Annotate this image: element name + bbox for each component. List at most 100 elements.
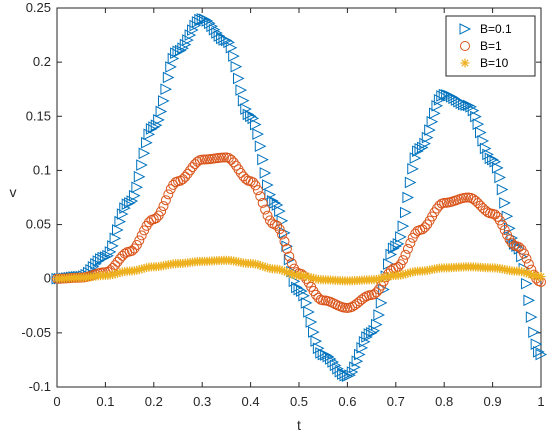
data-point [535, 348, 548, 361]
legend-marker [460, 41, 470, 51]
data-point [407, 163, 419, 175]
data-point [399, 206, 412, 219]
data-point [525, 311, 538, 323]
data-point [160, 83, 173, 96]
data-point [286, 258, 297, 269]
data-point [305, 316, 318, 328]
data-point [419, 222, 430, 233]
data-point [514, 242, 525, 253]
data-point [298, 289, 310, 302]
series-triangle-right [51, 13, 548, 382]
data-point [165, 61, 177, 73]
data-point [262, 179, 274, 191]
legend: B=0.1 B=1 B=10 [445, 15, 536, 77]
data-point [395, 231, 407, 243]
data-point [303, 306, 315, 318]
data-point [274, 224, 285, 235]
data-point [283, 253, 296, 266]
data-point [248, 177, 259, 188]
data-point [235, 84, 248, 96]
data-point [482, 207, 493, 218]
data-point [281, 240, 294, 253]
y-tick-label: -0.05 [21, 325, 51, 340]
data-point [426, 115, 439, 128]
x-tick-label: 0.4 [242, 394, 260, 409]
data-point [223, 36, 235, 49]
data-point [310, 335, 323, 347]
data-point [114, 215, 127, 228]
data-point [126, 195, 139, 207]
data-point [112, 224, 124, 236]
data-point [262, 210, 273, 221]
x-tick-label: 0.5 [290, 394, 308, 409]
data-point [492, 211, 503, 222]
data-point [182, 168, 193, 179]
x-tick-label: 0.1 [96, 394, 114, 409]
legend-marker [459, 23, 472, 35]
data-point [179, 38, 192, 51]
data-point [477, 135, 490, 147]
data-point [400, 249, 411, 260]
data-point [536, 272, 546, 282]
data-point [404, 176, 417, 189]
data-point [277, 229, 288, 240]
data-point [255, 191, 266, 202]
data-point [429, 107, 441, 120]
x-tick-label: 0.9 [484, 394, 502, 409]
data-point [402, 191, 415, 204]
data-point [228, 50, 240, 62]
data-point [366, 327, 378, 339]
data-point [226, 154, 237, 165]
data-point [371, 287, 382, 298]
x-tick-label: 0.8 [435, 394, 453, 409]
data-point [180, 171, 191, 182]
x-tick-label: 0 [53, 394, 60, 409]
data-point [141, 136, 153, 149]
data-point [107, 240, 119, 252]
data-point [504, 234, 515, 245]
data-point [520, 277, 533, 290]
data-point [409, 152, 422, 164]
data-point [254, 140, 267, 153]
data-point [249, 118, 262, 131]
data-point [295, 285, 308, 297]
data-point [521, 253, 532, 264]
data-point [136, 230, 147, 241]
legend-label: B=10 [480, 56, 509, 70]
data-point [163, 189, 174, 200]
data-point [155, 105, 168, 118]
data-point [162, 71, 175, 84]
data-point [269, 197, 281, 209]
marks-layer [51, 13, 548, 382]
data-point [235, 168, 246, 179]
data-point [257, 197, 268, 208]
y-axis-label: v [10, 184, 17, 200]
data-point [127, 245, 138, 256]
data-point [402, 243, 413, 254]
data-point [158, 201, 169, 212]
data-point [530, 338, 543, 350]
data-point [141, 220, 152, 231]
data-point [160, 195, 171, 206]
data-point [405, 238, 416, 249]
y-tick-label: 0.2 [33, 54, 51, 69]
data-point [257, 153, 269, 166]
data-point [133, 170, 146, 183]
data-point [346, 366, 359, 378]
data-point [259, 167, 272, 179]
data-point [470, 110, 482, 123]
y-tick-label: 0.05 [26, 217, 51, 232]
data-point [151, 213, 162, 224]
data-point [523, 259, 534, 270]
y-tick-label: 0 [44, 271, 51, 286]
data-point [284, 251, 295, 262]
data-point [128, 189, 141, 202]
data-point [192, 156, 203, 167]
data-point [281, 243, 292, 254]
data-point [138, 147, 151, 160]
data-point [102, 249, 114, 262]
x-tick-label: 0.6 [338, 394, 356, 409]
data-point [112, 256, 123, 267]
data-point [150, 119, 163, 132]
data-point [272, 220, 283, 231]
